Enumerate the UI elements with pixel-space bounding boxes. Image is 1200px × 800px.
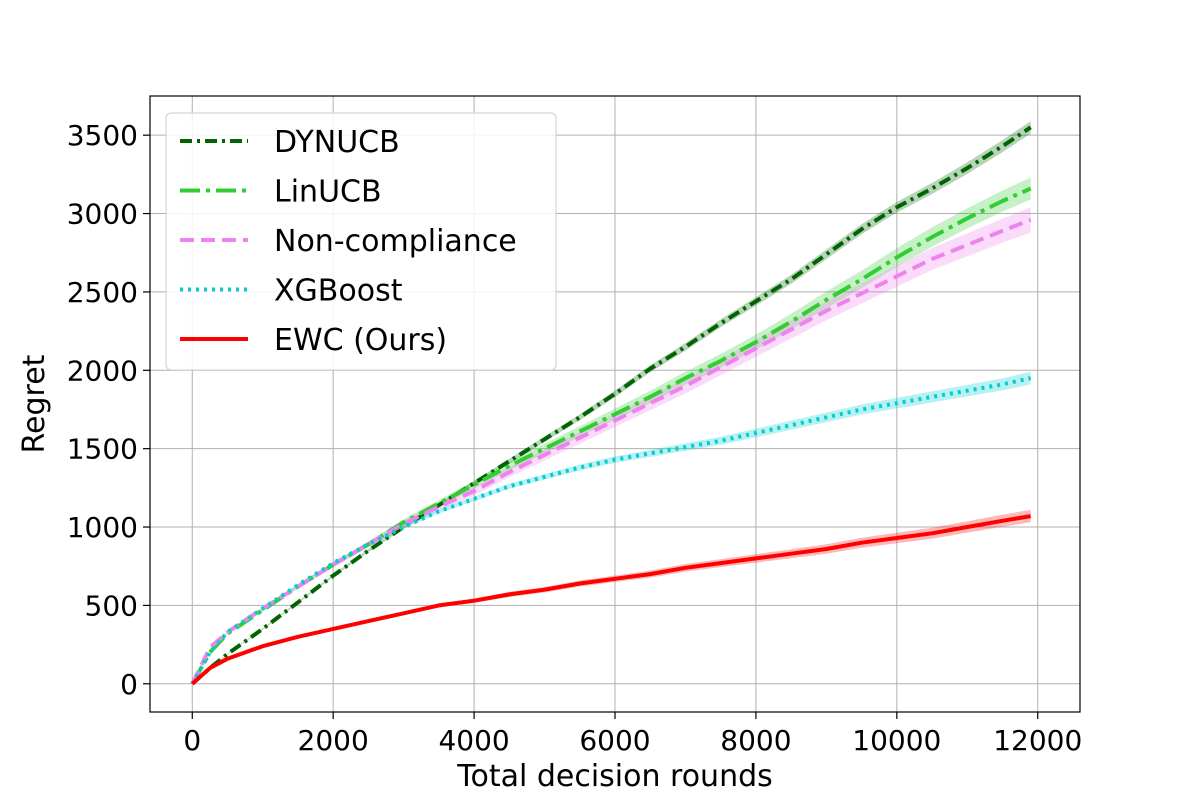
x-tick-label: 10000 [852,724,941,757]
x-tick-label: 4000 [438,724,509,757]
x-tick-label: 2000 [298,724,369,757]
y-axis-label: Regret [17,354,52,453]
linucb-band [192,177,1031,684]
x-tick-label: 12000 [993,724,1082,757]
series-lines [190,125,1032,686]
confidence-bands [192,121,1031,684]
ewc-ours-band [192,509,1031,684]
legend-label-xgboost: XGBoost [274,274,403,309]
y-tick-label: 500 [85,589,138,622]
legend-label-non-compliance: Non-compliance [274,224,517,259]
legend-label-linucb: LinUCB [274,175,382,210]
dynucb-line [190,125,1032,686]
x-axis-ticks: 0 2000 4000 6000 8000 10000 12000 [183,712,1082,757]
legend: DYNUCB LinUCB Non-compliance XGBoost EWC (Ou… [165,112,557,371]
y-tick-label: 2000 [67,354,138,387]
xgboost-line [190,376,1032,685]
legend-label-ewc-ours: EWC (Ours) [274,323,447,358]
x-tick-label: 0 [183,724,201,757]
legend-label-dynucb: DYNUCB [274,125,400,160]
y-tick-label: 0 [120,668,138,701]
x-tick-label: 6000 [579,724,650,757]
x-axis-label: Total decision rounds [456,759,773,794]
y-axis-ticks: 0 500 1000 1500 2000 2500 3000 3500 [67,119,150,701]
y-tick-label: 2500 [67,276,138,309]
y-tick-label: 3000 [67,198,138,231]
legend-box [165,112,557,371]
dynucb-band [192,121,1031,684]
ewc-ours-line [190,514,1032,686]
y-tick-label: 1000 [67,511,138,544]
y-tick-label: 3500 [67,119,138,152]
y-tick-label: 1500 [67,433,138,466]
non-compliance-band [192,207,1031,684]
x-tick-label: 8000 [720,724,791,757]
